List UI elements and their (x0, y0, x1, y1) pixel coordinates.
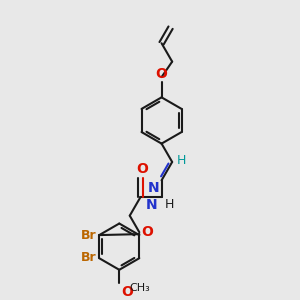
Text: O: O (141, 225, 153, 239)
Text: N: N (146, 198, 158, 212)
Text: O: O (136, 162, 148, 176)
Text: Br: Br (81, 229, 96, 242)
Text: H: H (177, 154, 186, 166)
Text: O: O (156, 67, 167, 81)
Text: CH₃: CH₃ (130, 283, 151, 293)
Text: H: H (164, 198, 174, 211)
Text: O: O (121, 285, 133, 299)
Text: Br: Br (81, 251, 96, 264)
Text: N: N (148, 181, 160, 195)
